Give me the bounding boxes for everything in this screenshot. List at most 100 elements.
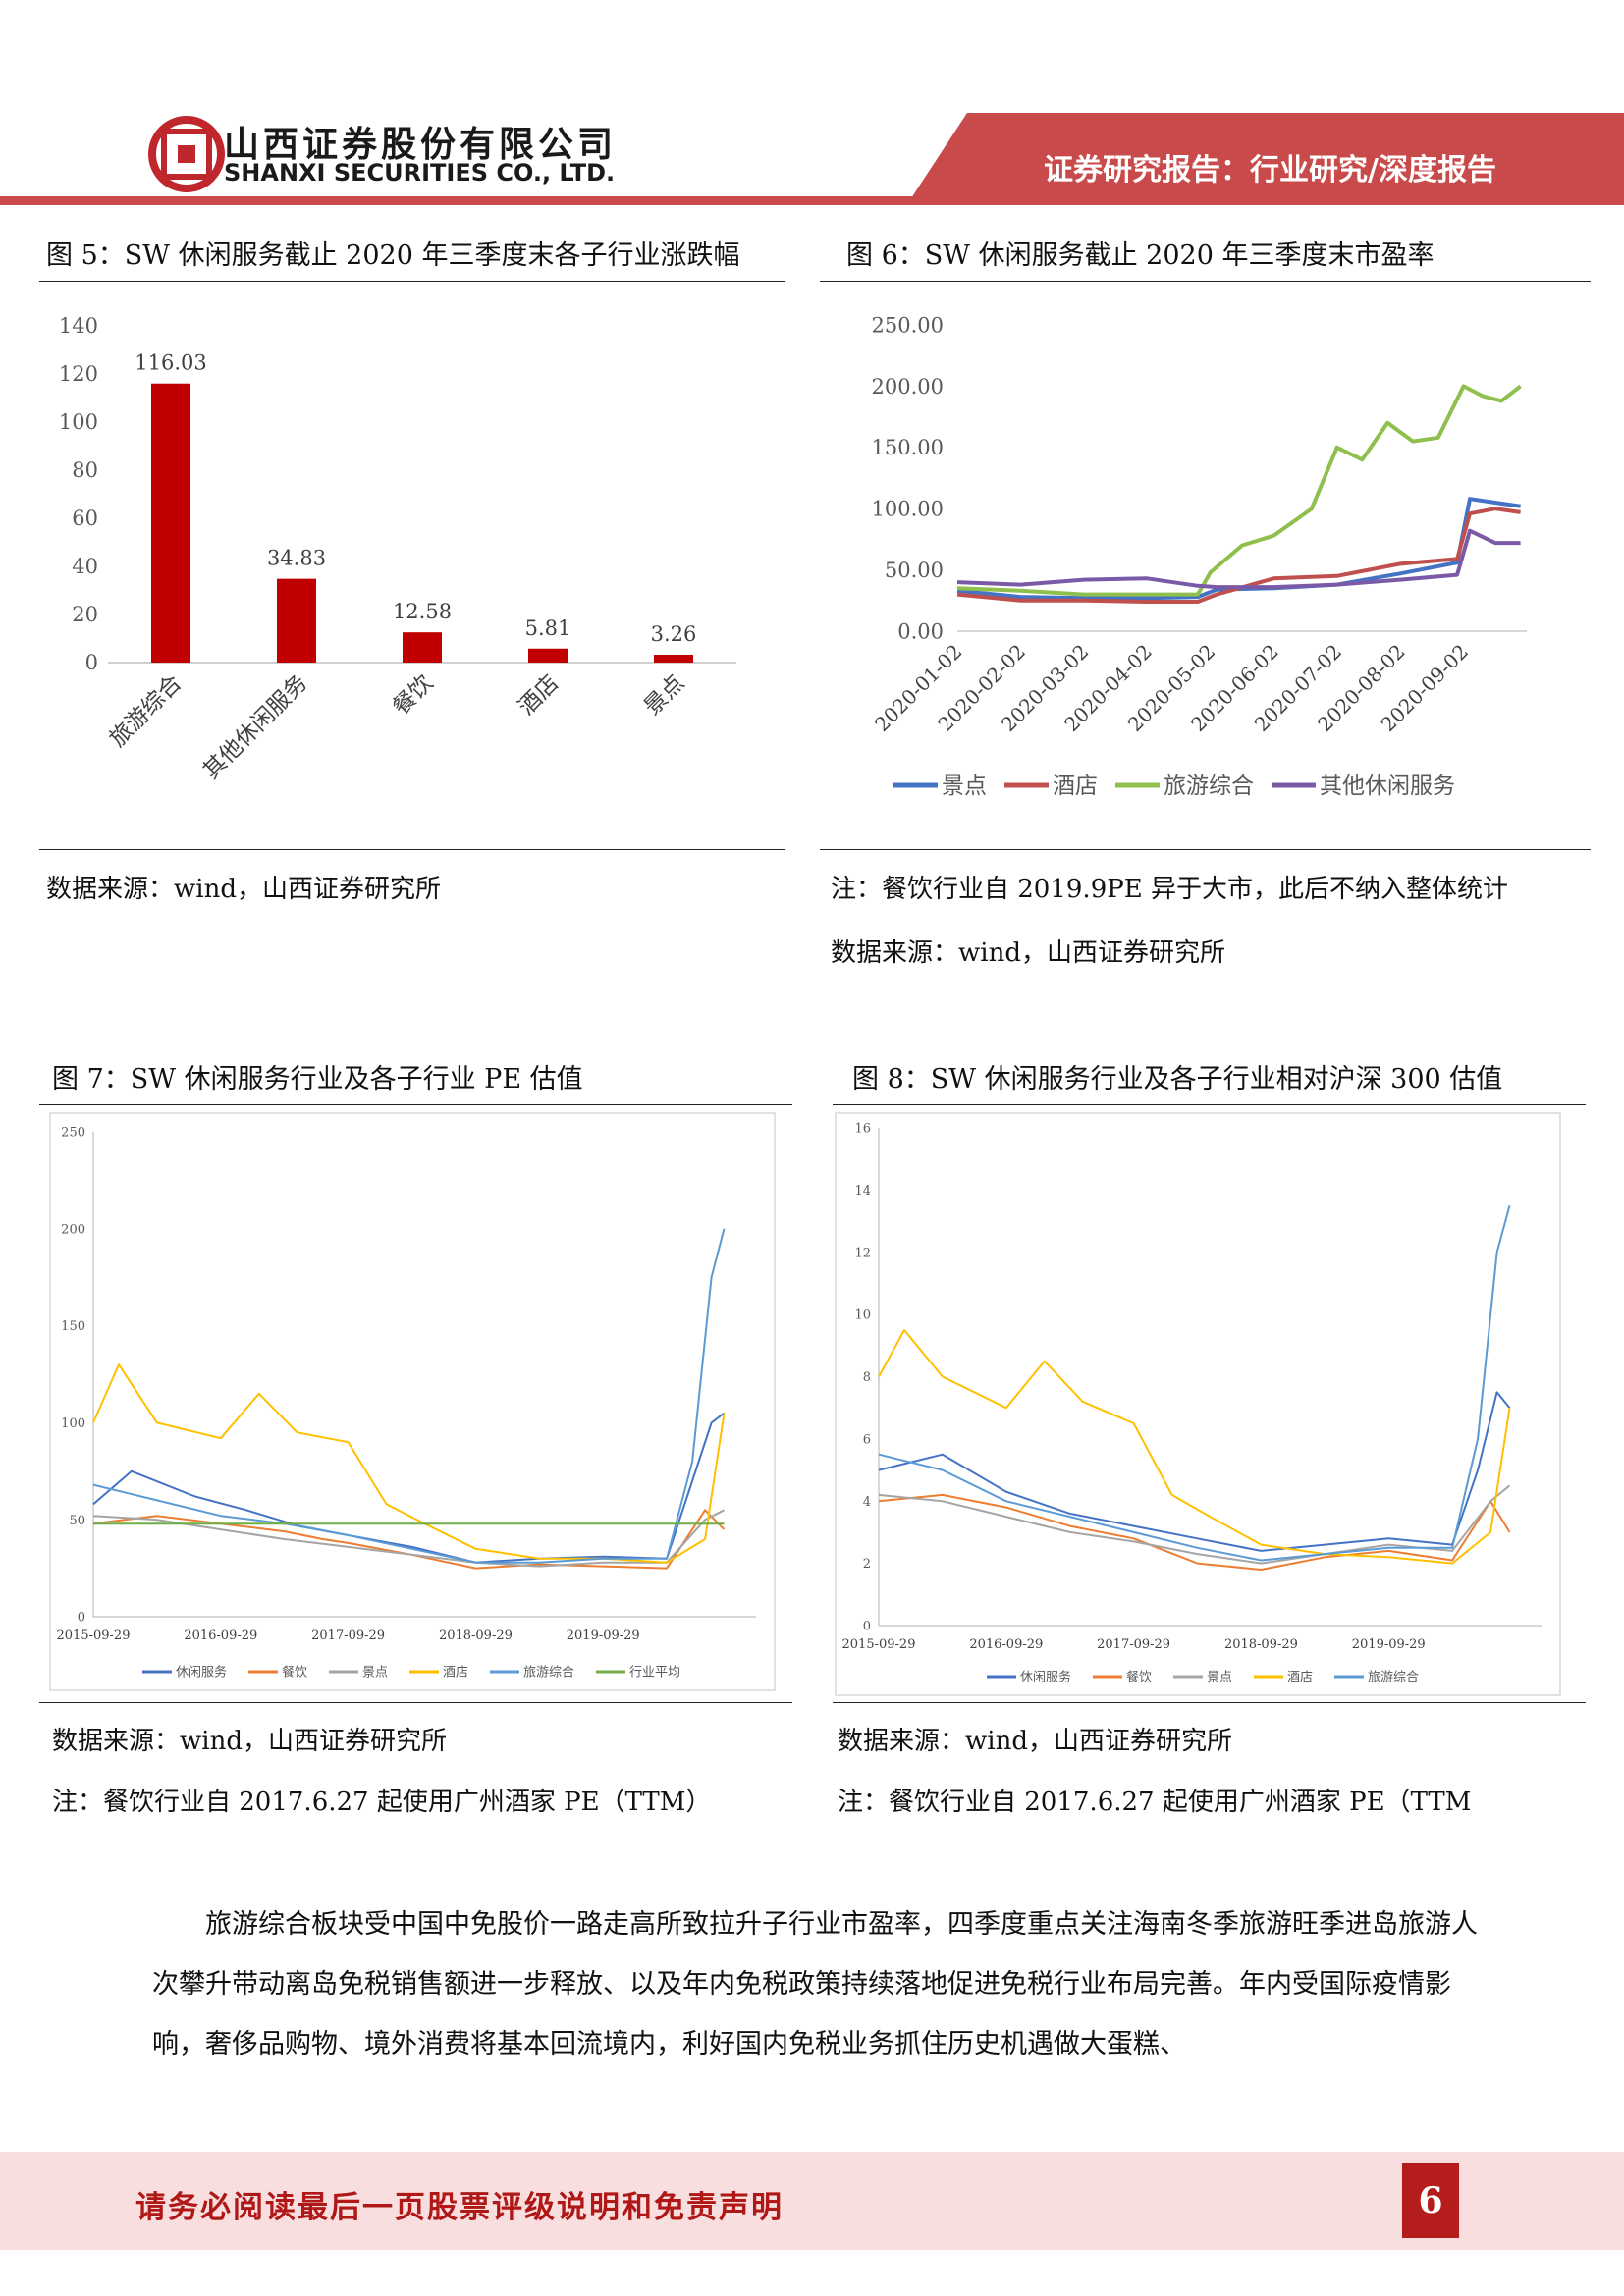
fig5-bar [403, 632, 442, 663]
fig8-ytick-label: 10 [854, 1308, 871, 1323]
fig5-top-rule [39, 281, 785, 282]
fig6-ytick-label: 100.00 [872, 498, 944, 521]
header-rule [0, 196, 1624, 205]
fig5-ytick-label: 100 [59, 410, 98, 434]
fig6-series-line [956, 507, 1521, 604]
fig5-bar [151, 383, 190, 663]
fig5-ytick-label: 20 [72, 603, 98, 626]
fig6-series-line [956, 384, 1522, 597]
fig5-category-label: 酒店 [514, 670, 564, 721]
body-paragraph: 旅游综合板块受中国中免股价一路走高所致拉升子行业市盈率，四季度重点关注海南冬季旅… [152, 1909, 1478, 2059]
fig7-legend-label: 景点 [362, 1666, 388, 1681]
fig6-chart: 0.0050.00100.00150.00200.00250.002020-01… [870, 313, 1527, 799]
fig7-xtick-label: 2015-09-29 [57, 1629, 131, 1643]
fig8-xtick-label: 2015-09-29 [842, 1637, 916, 1652]
fig6-ytick-label: 0.00 [897, 619, 944, 643]
footer-bar [0, 2152, 1624, 2250]
fig7-ytick-label: 200 [61, 1222, 85, 1237]
fig5-ytick-label: 140 [59, 314, 98, 338]
fig6-ytick-label: 50.00 [885, 559, 944, 582]
fig7-series-line [92, 1509, 725, 1568]
header-graphics [0, 113, 1624, 205]
fig7-legend-label: 酒店 [443, 1666, 468, 1681]
fig7-xtick-label: 2017-09-29 [311, 1629, 385, 1643]
fig7-chart: 0 50 100 150 200 250 2015-09-29 2016-09-29 2017-… [49, 1112, 776, 1691]
fig8-source: 数据来源：wind，山西证券研究所 [838, 1727, 1232, 1756]
fig8-ytick-label: 6 [863, 1432, 871, 1447]
fig5-value-label: 34.83 [267, 547, 326, 570]
fig8-title: 图 8：SW 休闲服务行业及各子行业相对沪深 300 估值 [852, 1064, 1503, 1095]
fig7-title: 图 7：SW 休闲服务行业及各子行业 PE 估值 [52, 1064, 583, 1095]
fig7-ytick-label: 100 [61, 1416, 85, 1431]
fig8-series-line [878, 1329, 1511, 1565]
fig5-category-label: 其他休闲服务 [198, 670, 312, 784]
fig7-legend-label: 餐饮 [282, 1665, 307, 1681]
fig8-ytick-label: 2 [863, 1557, 871, 1572]
fig8-frame [835, 1112, 1561, 1696]
fig5-bottom-rule [39, 849, 785, 850]
fig8-xtick-label: 2017-09-29 [1097, 1637, 1170, 1652]
fig8-xtick-label: 2016-09-29 [969, 1637, 1043, 1652]
body-paragraph-block: 旅游综合板块受中国中免股价一路走高所致拉升子行业市盈率，四季度重点关注海南冬季旅… [152, 1895, 1478, 2074]
fig5-ytick-label: 40 [72, 555, 98, 578]
fig7-xtick-label: 2019-09-29 [567, 1629, 640, 1643]
fig8-series-line [878, 1391, 1511, 1552]
fig8-series-line [878, 1484, 1511, 1565]
fig5-title: 图 5：SW 休闲服务截止 2020 年三季度末各子行业涨跌幅 [46, 240, 740, 271]
fig6-bottom-rule [820, 849, 1591, 850]
fig8-xtick-label: 2019-09-29 [1352, 1637, 1426, 1652]
fig5-ytick-label: 80 [72, 458, 98, 482]
fig5-bar [528, 648, 568, 663]
fig6-legend-label: 景点 [942, 774, 987, 799]
fig5-value-label: 116.03 [135, 351, 206, 375]
fig7-source: 数据来源：wind，山西证券研究所 [52, 1727, 447, 1756]
fig5-bar [277, 578, 316, 663]
fig8-legend-label: 景点 [1207, 1671, 1232, 1685]
fig7-legend-label: 休闲服务 [176, 1665, 227, 1681]
fig7-ytick-label: 150 [61, 1319, 85, 1334]
fig8-ytick-label: 12 [854, 1246, 871, 1260]
fig8-note: 注：餐饮行业自 2017.6.27 起使用广州酒家 PE（TTM [838, 1788, 1472, 1817]
fig7-xtick-label: 2018-09-29 [439, 1629, 513, 1643]
fig7-xtick-label: 2016-09-29 [184, 1629, 257, 1643]
fig5-category-label: 景点 [639, 670, 689, 721]
fig8-legend-label: 酒店 [1287, 1671, 1313, 1685]
fig8-ytick-label: 4 [863, 1495, 871, 1510]
company-name-cn: 山西证券股份有限公司 [224, 125, 618, 165]
fig8-ytick-label: 14 [854, 1184, 871, 1199]
fig8-legend-label: 休闲服务 [1020, 1670, 1071, 1685]
fig5-category-label: 旅游综合 [105, 670, 187, 752]
fig6-ytick-label: 150.00 [872, 436, 944, 459]
fig7-legend-label: 旅游综合 [523, 1666, 574, 1681]
fig5-value-label: 3.26 [651, 622, 697, 646]
fig6-source: 数据来源：wind，山西证券研究所 [831, 938, 1225, 968]
fig5-value-label: 5.81 [525, 616, 571, 640]
fig5-value-label: 12.58 [393, 600, 452, 623]
fig5-ytick-label: 0 [85, 651, 98, 674]
fig6-ytick-label: 200.00 [872, 375, 944, 399]
fig5-category-label: 餐饮 [388, 670, 438, 721]
fig7-frame [49, 1112, 776, 1691]
fig6-title: 图 6：SW 休闲服务截止 2020 年三季度末市盈率 [846, 240, 1435, 271]
fig7-bottom-rule [39, 1702, 792, 1703]
header-banner [911, 113, 1624, 198]
fig6-series-line [956, 528, 1521, 590]
fig6-ytick-label: 250.00 [872, 313, 944, 337]
fig7-top-rule [39, 1104, 792, 1105]
fig6-note: 注：餐饮行业自 2019.9PE 异于大市，此后不纳入整体统计 [831, 875, 1508, 904]
fig8-series-line [878, 1493, 1511, 1571]
fig8-ytick-label: 8 [863, 1370, 871, 1385]
fig6-top-rule [820, 281, 1591, 282]
fig8-ytick-label: 0 [863, 1620, 871, 1634]
fig8-bottom-rule [833, 1702, 1586, 1703]
report-type-banner: 证券研究报告：行业研究/深度报告 [1044, 153, 1496, 187]
fig7-ytick-label: 0 [78, 1611, 85, 1626]
fig7-ytick-label: 50 [69, 1514, 85, 1528]
fig5-ytick-label: 60 [72, 507, 98, 530]
fig5-source: 数据来源：wind，山西证券研究所 [46, 875, 441, 904]
fig7-series-line [92, 1363, 726, 1564]
fig5-chart: 0 20 40 60 80 100 120 140 116.03 旅游综合 34.83 其他休闲服务 1… [59, 314, 736, 784]
fig8-ytick-label: 16 [854, 1122, 871, 1137]
fig8-chart: 0 2 4 6 8 10 12 14 16 2015-09-29 2016-09-29 2017-09… [835, 1112, 1561, 1696]
page-number: 6 [1402, 2163, 1459, 2238]
